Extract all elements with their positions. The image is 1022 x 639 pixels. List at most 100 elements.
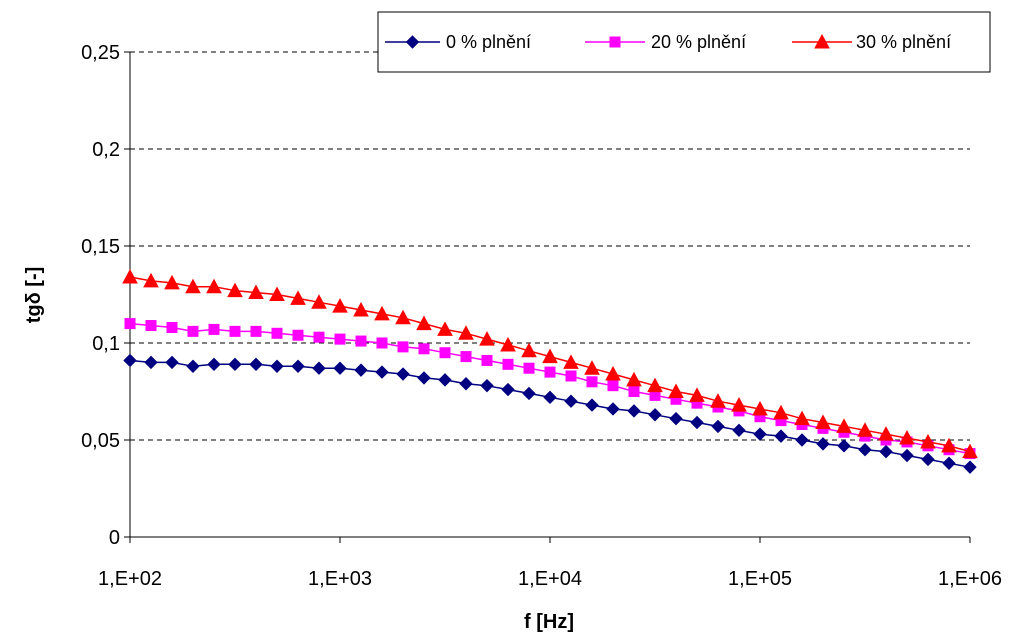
data-point <box>585 398 599 412</box>
data-point <box>334 333 346 345</box>
data-point <box>920 433 936 449</box>
data-point <box>689 387 705 402</box>
data-point <box>858 442 872 457</box>
legend-entry: 20 % plnění <box>585 32 746 52</box>
data-point <box>647 377 663 393</box>
data-point <box>164 274 180 290</box>
data-point <box>648 408 662 422</box>
data-point <box>774 429 788 443</box>
data-point <box>166 321 178 333</box>
data-point <box>563 354 579 369</box>
data-point <box>752 400 768 416</box>
data-point <box>564 394 578 408</box>
legend-marker <box>609 36 621 48</box>
data-point <box>941 437 957 453</box>
data-point <box>542 348 558 364</box>
x-axis-title: f [Hz] <box>524 611 574 633</box>
x-tick-label: 1,E+04 <box>518 568 582 590</box>
legend-label: 0 % plnění <box>446 32 531 52</box>
data-point <box>271 327 283 339</box>
data-point <box>502 358 514 370</box>
data-point <box>501 382 515 397</box>
data-point <box>333 361 347 375</box>
data-point <box>185 278 201 294</box>
data-point <box>249 357 263 372</box>
data-point <box>292 329 304 341</box>
data-point <box>145 320 157 332</box>
data-point <box>711 419 725 434</box>
data-point <box>374 305 390 321</box>
data-point <box>605 365 621 381</box>
data-point <box>123 353 137 368</box>
data-point <box>628 386 640 397</box>
data-point <box>837 439 851 453</box>
data-point <box>354 363 368 377</box>
data-point <box>417 371 431 385</box>
data-point <box>900 448 914 463</box>
data-point <box>439 347 451 359</box>
data-point <box>269 286 285 301</box>
data-point <box>921 452 935 467</box>
data-point <box>375 365 389 379</box>
legend-entry: 0 % plnění <box>385 32 531 52</box>
data-point <box>627 404 641 418</box>
data-point <box>248 284 264 300</box>
y-tick-label: 0 <box>109 527 120 549</box>
legend: 0 % plnění 20 % plnění 30 % plnění <box>377 11 991 73</box>
data-point <box>481 354 493 366</box>
data-point <box>165 355 179 370</box>
y-tick-labels: 0 0,05 0,1 0,15 0,2 0,25 <box>81 42 120 549</box>
data-point <box>500 336 516 352</box>
data-point <box>607 380 619 392</box>
data-point <box>229 325 241 337</box>
data-point <box>606 402 620 416</box>
data-point <box>228 357 242 372</box>
data-point <box>794 410 810 426</box>
data-point <box>291 359 305 373</box>
data-point <box>458 325 474 340</box>
data-point <box>586 376 598 388</box>
data-point <box>565 370 577 382</box>
data-point <box>773 404 789 420</box>
data-point <box>124 318 136 330</box>
data-point <box>376 337 388 349</box>
data-point <box>584 360 600 375</box>
x-tick-label: 1,E+05 <box>728 568 792 590</box>
data-point <box>438 373 452 387</box>
data-point <box>795 433 809 447</box>
data-point <box>355 335 367 347</box>
data-point <box>270 359 284 373</box>
data-point <box>522 386 536 401</box>
data-point <box>144 355 158 370</box>
x-tick-label: 1,E+06 <box>938 568 1002 590</box>
data-point <box>460 351 472 363</box>
legend-entry: 30 % plnění <box>792 32 951 52</box>
data-point <box>312 361 326 375</box>
data-point <box>668 383 684 398</box>
data-point <box>523 362 535 374</box>
data-point <box>753 427 767 441</box>
legend-marker <box>814 33 830 49</box>
series-3 <box>122 268 978 459</box>
legend-marker <box>405 35 420 49</box>
data-point <box>143 272 159 288</box>
legend-label: 30 % plnění <box>856 32 951 52</box>
data-point <box>416 315 432 331</box>
legend-label: 20 % plnění <box>651 32 746 52</box>
y-axis-title: tgδ [-] <box>23 267 45 324</box>
y-tick-label: 0,25 <box>81 42 120 64</box>
data-point <box>962 443 978 459</box>
data-point <box>857 422 873 437</box>
data-point <box>206 278 222 294</box>
y-tick-label: 0,1 <box>92 333 120 355</box>
data-point <box>332 298 348 313</box>
data-point <box>732 423 746 438</box>
data-point <box>710 393 726 408</box>
grid-lines <box>130 51 970 441</box>
data-point <box>395 309 411 325</box>
x-tick-label: 1,E+03 <box>308 568 372 590</box>
data-point <box>397 341 409 353</box>
data-point <box>311 294 327 309</box>
data-point <box>479 331 495 346</box>
axes <box>124 51 971 543</box>
